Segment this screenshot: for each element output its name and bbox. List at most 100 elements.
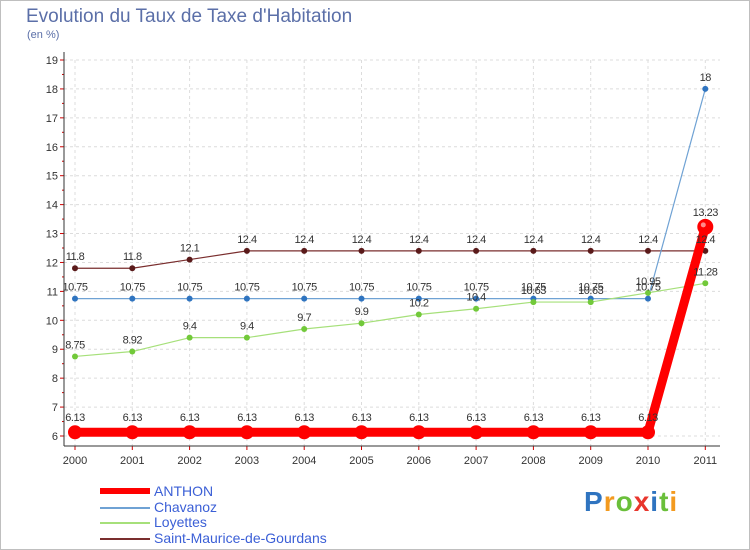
data-point-saint-maurice-de-gourdans [72,265,78,272]
data-point-chavanoz [358,295,365,302]
data-point-anthon [68,425,82,440]
data-label-chavanoz: 10.75 [578,282,603,294]
logo-letter: P [584,486,604,517]
legend-label-loyettes: Loyettes [154,514,207,530]
data-label-chavanoz: 10.75 [120,282,145,294]
series-lines [68,85,714,440]
data-point-chavanoz [72,295,78,302]
y-tick-label: 7 [52,402,58,414]
data-point-anthon [239,425,254,440]
data-label-saint-maurice-de-gourdans: 12.4 [696,234,716,246]
data-label-chavanoz: 10.75 [464,282,489,294]
y-tick-label: 9 [52,344,58,356]
legend-label-chavanoz: Chavanoz [154,498,218,515]
y-tick-label: 14 [46,200,58,212]
data-point-anthon [583,425,598,440]
data-label-chavanoz: 10.75 [406,282,431,294]
data-point-saint-maurice-de-gourdans [415,247,422,254]
y-tick-label: 16 [46,142,58,154]
data-point-loyettes [473,305,480,312]
data-label-saint-maurice-de-gourdans: 12.4 [352,234,372,246]
data-label-loyettes: 8.75 [65,339,85,351]
data-point-loyettes [129,348,136,355]
data-point-saint-maurice-de-gourdans [129,265,136,272]
x-tick-label: 2004 [292,455,316,467]
y-tick-label: 18 [46,84,58,96]
x-tick-label: 2003 [235,455,259,467]
y-tick-label: 19 [46,55,58,67]
data-point-saint-maurice-de-gourdans [702,247,709,254]
proxiti-logo: Proxiti [584,486,678,518]
data-point-chavanoz [645,295,651,302]
data-label-chavanoz: 10.75 [521,282,546,294]
y-tick-label: 15 [46,171,58,183]
x-tick-label: 2010 [636,455,660,467]
data-label-saint-maurice-de-gourdans: 11.8 [66,251,85,263]
data-label-loyettes: 10.4 [466,292,486,304]
y-tick-label: 8 [52,373,58,385]
data-label-saint-maurice-de-gourdans: 11.8 [123,251,142,263]
data-point-saint-maurice-de-gourdans [530,247,537,254]
data-label-anthon: 6.13 [409,412,429,424]
data-point-loyettes [645,289,651,296]
data-label-anthon: 6.13 [466,412,486,424]
data-labels: 11.8 11.8 12.1 12.4 12.4 12.4 12.4 12.4 12.4 12.4… [62,72,718,424]
logo-letter: x [633,486,651,517]
y-tick-label: 17 [46,113,58,125]
data-point-saint-maurice-de-gourdans [358,247,365,254]
data-point-saint-maurice-de-gourdans [645,247,651,254]
data-point-saint-maurice-de-gourdans [473,247,480,254]
y-tick-label: 12 [46,257,58,269]
data-label-loyettes: 10.95 [635,276,660,288]
data-point-chavanoz [473,295,480,302]
data-label-loyettes: 9.7 [297,312,311,324]
data-point-anthon [526,425,541,440]
data-label-anthon: 6.13 [352,412,372,424]
data-label-anthon: 6.13 [524,412,544,424]
x-tick-label: 2005 [349,455,373,467]
x-tick-label: 2007 [464,455,488,467]
data-label-saint-maurice-de-gourdans: 12.4 [294,234,314,246]
data-point-loyettes [186,334,193,341]
data-label-anthon: 6.13 [237,412,257,424]
legend-label-anthon: ANTHON [154,483,214,499]
data-point-loyettes [72,353,78,360]
logo-letter: i [669,486,679,517]
data-point-loyettes [415,311,422,318]
y-tick-label: 10 [46,315,58,327]
data-point-chavanoz [186,295,193,302]
axes: 6 7 8 9 10 11 12 13 14 15 16 17 18 19 2000 2001 2002 2003… [46,52,720,467]
logo-letter: t [659,486,670,517]
data-label-loyettes: 9.4 [240,321,254,333]
data-label-chavanoz: 10.75 [62,282,87,294]
data-label-loyettes: 10.63 [578,285,603,297]
data-label-chavanoz: 10.75 [234,282,259,294]
data-label-loyettes: 8.92 [123,335,143,347]
data-point-saint-maurice-de-gourdans [301,247,308,254]
data-point-anthon [697,218,714,235]
legend-swatch-chavanoz [100,506,150,509]
legend-swatch-loyettes [100,522,150,524]
data-label-saint-maurice-de-gourdans: 12.4 [581,234,601,246]
legend-label-saint-maurice-de-gourdans: Saint-Maurice-de-Gourdans [154,529,327,546]
logo-letter: i [650,486,660,517]
data-label-anthon: 13.23 [693,207,718,219]
x-tick-label: 2009 [578,455,602,467]
x-tick-label: 2002 [177,455,201,467]
data-point-highlight-anthon [700,222,706,228]
logo-letter: r [603,486,616,517]
data-label-anthon: 6.13 [638,412,658,424]
data-label-chavanoz: 10.75 [177,282,202,294]
y-tick-label: 13 [46,229,58,241]
data-point-anthon [125,425,140,440]
data-label-chavanoz: 10.75 [635,282,660,294]
data-point-loyettes [702,280,709,287]
data-label-loyettes: 10.2 [409,298,429,310]
data-label-saint-maurice-de-gourdans: 12.4 [524,234,544,246]
data-point-anthon [297,425,312,440]
data-label-saint-maurice-de-gourdans: 12.1 [180,243,200,255]
chart-unit: (en %) [27,29,60,41]
gridlines [64,59,720,446]
